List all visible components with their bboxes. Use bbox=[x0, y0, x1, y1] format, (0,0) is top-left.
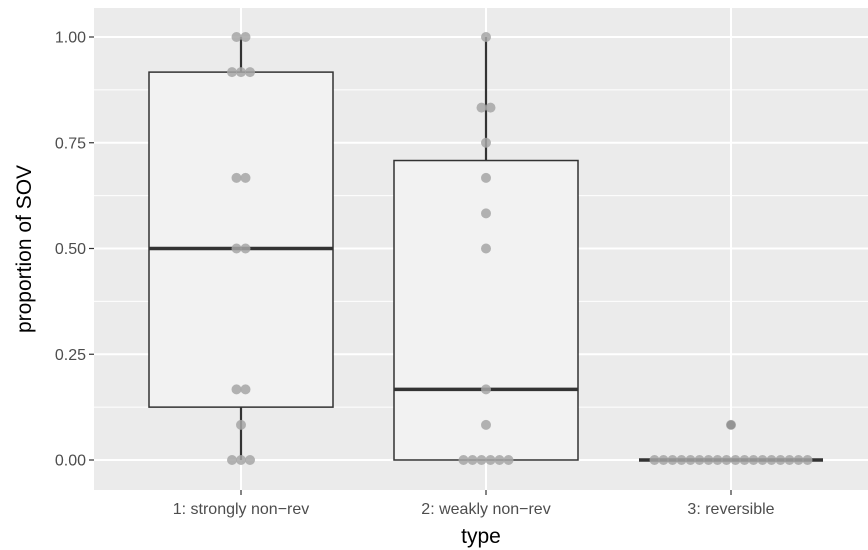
data-point bbox=[231, 384, 242, 395]
data-point bbox=[485, 455, 496, 465]
data-point bbox=[667, 455, 678, 465]
y-axis-title: proportion of SOV bbox=[13, 165, 36, 333]
data-point bbox=[476, 455, 487, 465]
data-point bbox=[236, 419, 246, 430]
data-point bbox=[802, 455, 813, 465]
point-group bbox=[227, 32, 813, 465]
data-point bbox=[481, 419, 491, 430]
data-point bbox=[458, 455, 469, 465]
data-point bbox=[676, 455, 687, 465]
data-point bbox=[658, 455, 669, 465]
data-point bbox=[240, 384, 251, 395]
data-point bbox=[231, 172, 242, 183]
data-point bbox=[481, 137, 491, 148]
data-point bbox=[245, 455, 255, 465]
data-point bbox=[481, 32, 491, 42]
data-point bbox=[481, 172, 491, 183]
data-point bbox=[231, 32, 242, 42]
data-point bbox=[481, 384, 491, 395]
data-point bbox=[793, 455, 804, 465]
data-point bbox=[467, 455, 478, 465]
data-point bbox=[476, 102, 487, 113]
x-tick-label: 2: weakly non−rev bbox=[421, 501, 550, 518]
data-point bbox=[240, 32, 251, 42]
y-tick-label: 0.50 bbox=[55, 241, 86, 258]
data-point bbox=[784, 455, 795, 465]
data-point bbox=[721, 455, 732, 465]
x-tick-label: 3: reversible bbox=[687, 501, 774, 518]
x-tick-label: 1: strongly non−rev bbox=[173, 501, 310, 518]
data-point bbox=[240, 243, 251, 254]
data-point bbox=[766, 455, 777, 465]
data-point bbox=[503, 455, 514, 465]
data-point bbox=[757, 455, 768, 465]
data-point bbox=[730, 455, 741, 465]
data-point bbox=[685, 455, 696, 465]
data-point bbox=[227, 455, 237, 465]
data-point bbox=[694, 455, 705, 465]
data-point bbox=[775, 455, 786, 465]
data-point bbox=[649, 455, 660, 465]
y-tick-label: 0.25 bbox=[55, 347, 86, 364]
data-point bbox=[240, 172, 251, 183]
data-point bbox=[481, 208, 491, 219]
y-axis: 0.00 0.25 0.50 0.75 1.00 bbox=[55, 30, 94, 470]
box-body bbox=[393, 159, 579, 461]
data-point bbox=[245, 67, 255, 78]
data-point bbox=[231, 243, 242, 254]
data-point bbox=[712, 455, 723, 465]
data-point bbox=[726, 419, 736, 430]
data-point bbox=[481, 243, 491, 254]
data-point bbox=[494, 455, 505, 465]
data-point bbox=[485, 102, 496, 113]
y-tick-label: 0.00 bbox=[55, 453, 86, 470]
y-tick-label: 1.00 bbox=[55, 30, 86, 47]
box-body bbox=[148, 71, 334, 408]
data-point bbox=[703, 455, 714, 465]
data-point bbox=[236, 455, 246, 465]
data-point bbox=[739, 455, 750, 465]
y-tick-label: 0.75 bbox=[55, 135, 86, 152]
data-point bbox=[748, 455, 759, 465]
x-axis-title: type bbox=[461, 525, 501, 548]
x-axis: 1: strongly non−rev 2: weakly non−rev 3: r… bbox=[173, 490, 775, 518]
data-point bbox=[227, 67, 237, 78]
data-point bbox=[236, 67, 246, 78]
